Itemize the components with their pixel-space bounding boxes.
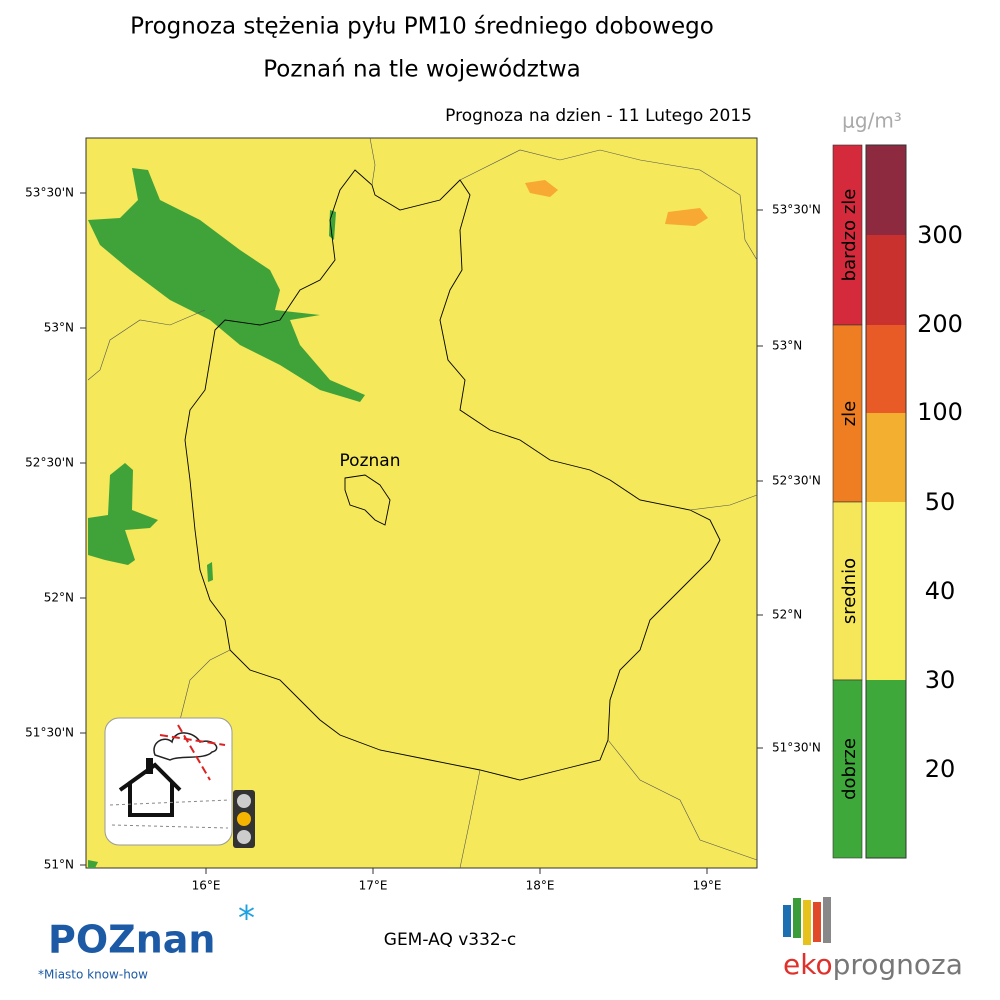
cross (159, 724, 226, 781)
legend: μg/m³ bardzo zle zle srednio dobrze 300 200 10… (832, 109, 963, 859)
lat-label: 52°30'N (772, 474, 821, 488)
green-zone (88, 463, 158, 565)
lat-label: 53°30'N (25, 186, 74, 200)
scale-bin (866, 145, 906, 235)
brand-logo: ekoprognoza (783, 948, 963, 981)
city-label: Poznan (340, 451, 401, 471)
scale-tick-label: 40 (925, 577, 956, 605)
scale-bin (866, 325, 906, 413)
class-band (832, 501, 863, 681)
brand-bars (783, 897, 831, 945)
brand-suffix: prognoza (833, 948, 963, 981)
lon-label: 16°E (192, 879, 221, 893)
orange-zone (525, 180, 558, 197)
ground (109, 799, 231, 829)
green-zone (207, 562, 213, 582)
class-band (832, 679, 863, 859)
city-logo: POZnan (48, 918, 215, 962)
class-band (832, 324, 863, 503)
green-zone (88, 168, 365, 402)
lat-label: 53°N (44, 321, 74, 335)
class-label: dobrze (839, 738, 860, 800)
light-off (237, 794, 251, 808)
class-label: srednio (839, 558, 860, 624)
chimney (146, 758, 153, 774)
scale-tick-label: 50 (925, 488, 956, 516)
light-off (237, 830, 251, 844)
class-label: bardzo zle (839, 189, 860, 282)
house (118, 762, 182, 817)
date-line: Prognoza na dzien - 11 Lutego 2015 (445, 106, 752, 126)
lat-label: 53°30'N (772, 203, 821, 217)
lat-label: 51°30'N (772, 741, 821, 755)
subtitle: Poznań na tle województwa (263, 57, 581, 83)
scale-bin (866, 680, 906, 858)
scale-tick-label: 100 (917, 398, 963, 426)
lat-label: 52°N (44, 591, 74, 605)
lon-label: 19°E (693, 879, 722, 893)
neighbor-borders (87, 137, 758, 869)
province-border (184, 169, 721, 781)
scale-tick-label: 20 (925, 755, 956, 783)
scale-frame (865, 144, 907, 859)
city-slogan: *Miasto know-how (38, 968, 148, 982)
lat-label: 51°N (44, 858, 74, 872)
light-on (237, 812, 251, 826)
scale-tick-label: 200 (917, 310, 963, 338)
lat-label: 52°N (772, 608, 802, 622)
pollution-icon (104, 717, 255, 848)
scale-bin (866, 413, 906, 502)
map: Poznan 53°30'N 53°N 52°30'N 52°N 51°30'N 51°N… (25, 137, 821, 893)
class-label: zle (839, 401, 860, 427)
lat-label: 51°30'N (25, 726, 74, 740)
logo-star: * (238, 899, 255, 939)
class-band (832, 144, 863, 326)
orange-zone (665, 208, 708, 226)
lat-label: 52°30'N (25, 456, 74, 470)
model-label: GEM-AQ v332-c (384, 930, 516, 950)
lat-label: 53°N (772, 339, 802, 353)
unit-label: μg/m³ (842, 109, 902, 133)
scale-bin (866, 502, 906, 680)
scale-tick-label: 300 (917, 221, 963, 249)
axis-labels: 53°30'N 53°N 52°30'N 52°N 51°30'N 51°N 53°30'N… (25, 186, 821, 893)
scale-tick-label: 30 (925, 666, 956, 694)
icon-box (104, 717, 233, 846)
scale-bin (866, 235, 906, 325)
title: Prognoza stężenia pyłu PM10 średniego do… (130, 14, 714, 40)
green-zone (88, 860, 98, 868)
lon-label: 18°E (526, 879, 555, 893)
brand-prefix: eko (783, 948, 833, 981)
lon-label: 17°E (359, 879, 388, 893)
